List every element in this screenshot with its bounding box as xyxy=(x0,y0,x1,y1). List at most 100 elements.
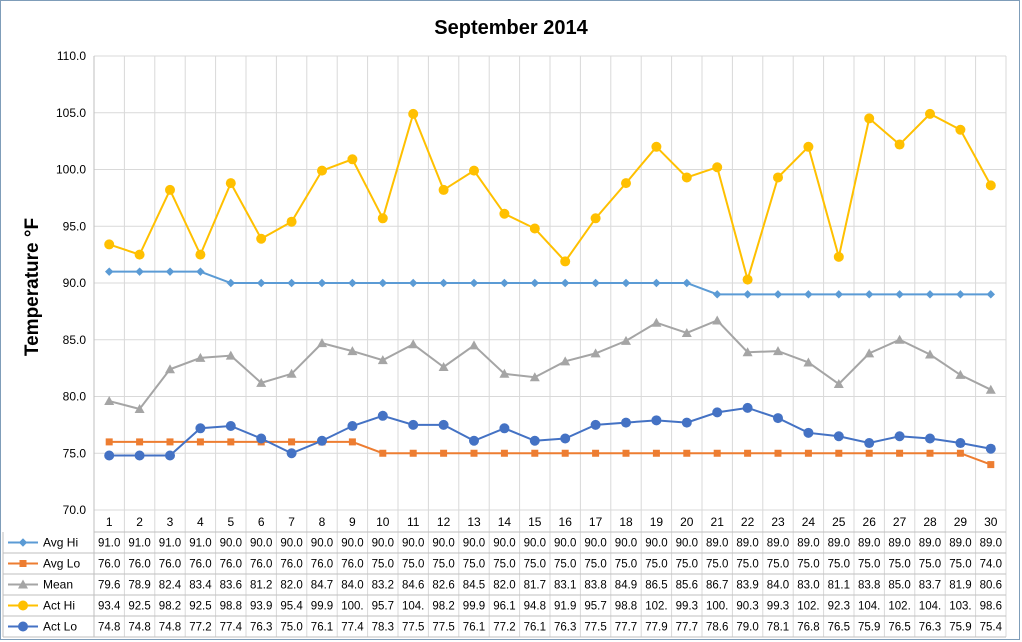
data-point xyxy=(590,348,601,358)
data-point xyxy=(379,449,387,457)
data-point xyxy=(165,450,175,461)
data-point xyxy=(408,278,418,288)
table-cell: 91.9 xyxy=(554,601,576,613)
data-point xyxy=(317,435,327,446)
data-point xyxy=(590,419,601,430)
x-tick-label: 26 xyxy=(863,515,877,529)
data-point xyxy=(18,600,28,611)
table-cell: 90.0 xyxy=(220,538,242,550)
data-point xyxy=(925,290,935,299)
legend-key-avg-hi xyxy=(8,538,38,547)
series-layer xyxy=(104,108,996,469)
data-point xyxy=(743,290,752,299)
data-point xyxy=(925,433,935,444)
table-cell: 77.4 xyxy=(220,622,243,634)
gridlines xyxy=(93,55,1007,637)
data-point xyxy=(865,449,873,457)
x-tick-label: 15 xyxy=(528,515,542,529)
x-tick-label: 10 xyxy=(376,515,390,529)
x-tick-label: 6 xyxy=(258,515,265,529)
table-cell: 89.0 xyxy=(828,538,850,550)
legend-entry: Avg Lo xyxy=(43,557,80,571)
data-point xyxy=(742,347,753,357)
table-cell: 93.4 xyxy=(98,601,121,613)
table-cell: 75.4 xyxy=(980,622,1003,634)
legend-entry: Act Lo xyxy=(43,620,77,634)
y-tick-label: 70.0 xyxy=(63,503,87,517)
table-cell: 91.0 xyxy=(189,538,211,550)
data-point xyxy=(864,113,875,124)
table-cell: 90.0 xyxy=(432,538,454,550)
table-cell: 75.9 xyxy=(858,622,880,634)
table-cell: 89.0 xyxy=(706,538,728,550)
table-cell: 100. xyxy=(341,601,363,613)
data-point xyxy=(560,278,570,288)
legend-key-mean xyxy=(8,579,38,589)
y-tick-label: 85.0 xyxy=(63,333,87,347)
table-cell: 86.7 xyxy=(706,580,728,592)
data-point xyxy=(438,361,449,371)
series-act-hi xyxy=(104,108,996,285)
data-point xyxy=(105,438,113,446)
table-cell: 77.7 xyxy=(676,622,698,634)
table-cell: 75.0 xyxy=(615,559,637,571)
data-point xyxy=(590,213,601,224)
data-point xyxy=(803,357,814,367)
x-tick-label: 29 xyxy=(954,515,968,529)
table-cell: 95.7 xyxy=(584,601,606,613)
data-point xyxy=(955,438,966,449)
table-cell: 75.0 xyxy=(524,559,546,571)
data-point xyxy=(104,267,114,276)
table-cell: 92.5 xyxy=(189,601,211,613)
x-tick-label: 12 xyxy=(437,515,451,529)
table-cell: 83.1 xyxy=(554,580,576,592)
x-tick-label: 21 xyxy=(711,515,725,529)
data-point xyxy=(104,239,115,250)
data-point xyxy=(134,249,145,260)
table-cell: 95.7 xyxy=(372,601,394,613)
table-cell: 74.8 xyxy=(128,622,150,634)
data-point xyxy=(378,278,388,288)
table-cell: 90.0 xyxy=(341,538,363,550)
data-point xyxy=(135,267,144,276)
table-cell: 83.0 xyxy=(797,580,819,592)
x-tick-label: 20 xyxy=(680,515,694,529)
table-cell: 78.1 xyxy=(767,622,789,634)
table-cell: 75.0 xyxy=(828,559,850,571)
x-tick-label: 19 xyxy=(650,515,664,529)
data-point xyxy=(165,267,175,276)
y-tick-label: 95.0 xyxy=(63,219,87,233)
data-point xyxy=(469,435,479,446)
data-point xyxy=(286,216,297,227)
table-cell: 75.0 xyxy=(949,559,971,571)
table-cell: 79.6 xyxy=(98,580,120,592)
data-point xyxy=(500,278,509,288)
table-cell: 77.5 xyxy=(432,622,454,634)
x-tick-label: 23 xyxy=(771,515,785,529)
data-point xyxy=(864,348,875,358)
data-point xyxy=(225,350,236,360)
data-point xyxy=(256,278,266,288)
table-cell: 84.0 xyxy=(767,580,789,592)
data-point xyxy=(470,449,478,457)
data-point xyxy=(347,154,358,165)
data-point xyxy=(833,379,844,389)
data-point xyxy=(682,278,692,288)
table-cell: 74.8 xyxy=(98,622,120,634)
x-tick-label: 18 xyxy=(619,515,633,529)
table-cell: 75.0 xyxy=(645,559,667,571)
table-cell: 99.9 xyxy=(311,601,333,613)
data-point xyxy=(713,449,721,457)
data-point xyxy=(165,364,175,374)
table-cell: 99.3 xyxy=(767,601,789,613)
table-cell: 95.4 xyxy=(280,601,303,613)
legend-entry: Avg Hi xyxy=(43,536,78,550)
series-mean xyxy=(104,315,996,413)
table-cell: 75.0 xyxy=(372,559,394,571)
table-cell: 75.0 xyxy=(797,559,819,571)
data-point xyxy=(742,402,753,413)
data-point xyxy=(651,317,662,327)
data-point xyxy=(744,449,752,457)
